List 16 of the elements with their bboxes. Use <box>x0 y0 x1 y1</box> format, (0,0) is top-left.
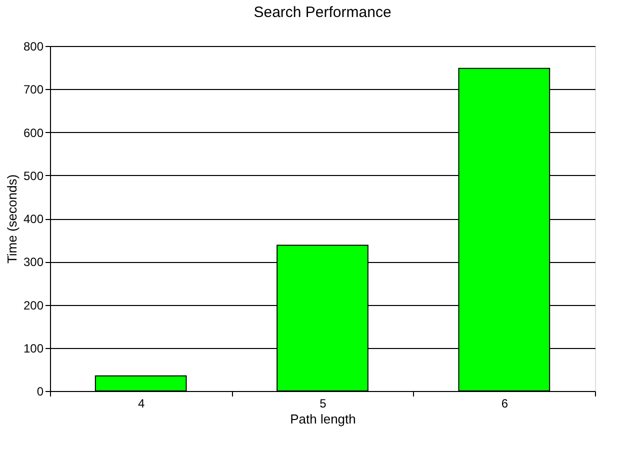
y-tick-label: 400 <box>23 212 44 226</box>
y-tick-label: 0 <box>36 384 44 398</box>
y-tick-label: 100 <box>23 341 44 356</box>
y-tick-label: 700 <box>23 82 44 97</box>
y-tick-label: 500 <box>23 168 44 183</box>
y-tick-label: 800 <box>23 40 44 54</box>
y-tick-label: 300 <box>23 255 44 270</box>
y-tick-label: 200 <box>23 298 44 312</box>
y-axis-title: Time (seconds) <box>4 174 20 264</box>
x-axis-title: Path length <box>290 412 356 426</box>
x-tick-label: 5 <box>320 396 327 410</box>
x-tick-label: 4 <box>138 396 145 410</box>
bar <box>94 375 187 392</box>
chart-title: Search Performance <box>254 4 392 21</box>
x-tick-label: 6 <box>501 396 508 410</box>
y-tick-label: 600 <box>23 126 44 140</box>
